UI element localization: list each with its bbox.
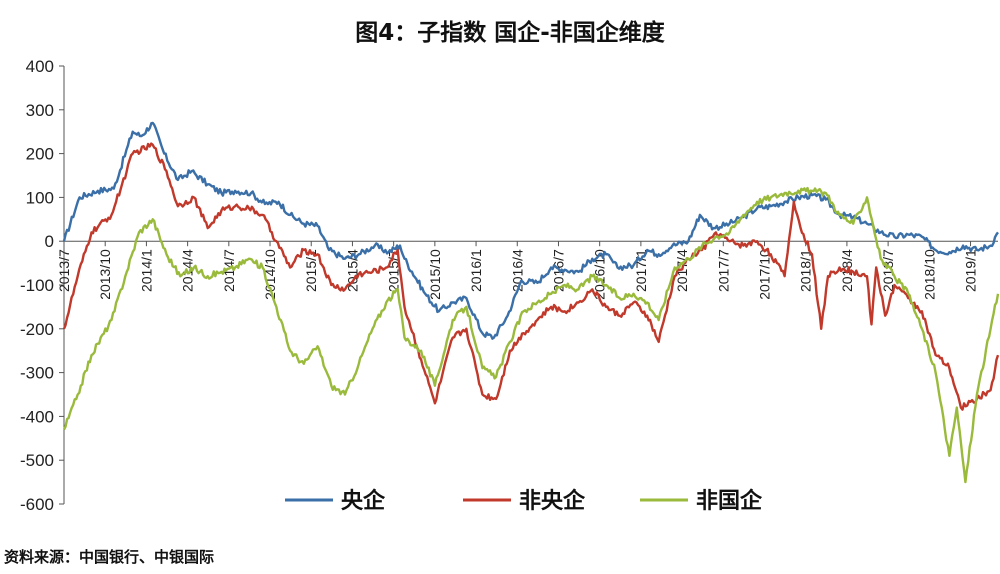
x-tick-label: 2013/10 [97, 249, 113, 300]
y-tick-label: 300 [26, 101, 54, 120]
x-axis: 2013/7 2013/10 2014/1 2014/4 2014/7 2014/10 20… [56, 240, 998, 300]
y-tick-label: -300 [20, 364, 54, 383]
x-tick-label: 2016/4 [509, 249, 525, 292]
y-tick-label: -100 [20, 276, 54, 295]
y-tick-label: 100 [26, 188, 54, 207]
y-tick-label: -200 [20, 320, 54, 339]
y-tick-label: 0 [45, 232, 54, 251]
series-layer [62, 121, 1000, 484]
y-tick-label: 400 [26, 57, 54, 76]
legend: 央企 非央企 非国企 [285, 488, 763, 514]
x-tick-label: 2017/10 [757, 249, 773, 300]
source-note: 资料来源：中国银行、中银国际 [4, 548, 214, 566]
y-tick-label: 200 [26, 145, 54, 164]
chart-title: 图4：子指数 国企-非国企维度 [355, 19, 666, 46]
x-tick-label: 2018/10 [921, 249, 937, 300]
x-tick-label: 2015/10 [427, 249, 443, 300]
x-tick-label: 2017/1 [633, 249, 649, 292]
legend-label: 非国企 [696, 488, 763, 514]
x-tick-label: 2016/1 [468, 249, 484, 292]
x-tick-label: 2015/1 [303, 249, 319, 292]
x-tick-label: 2016/10 [592, 249, 608, 300]
y-tick-label: -600 [20, 495, 54, 514]
legend-label: 央企 [341, 488, 386, 514]
y-tick-label: -400 [20, 407, 54, 426]
x-tick-label: 2017/7 [715, 249, 731, 292]
x-tick-label: 2014/7 [221, 249, 237, 292]
series-line-2 [62, 142, 1000, 411]
y-tick-label: -500 [20, 451, 54, 470]
x-tick-label: 2014/1 [138, 249, 154, 292]
x-tick-label: 2018/1 [798, 249, 814, 292]
y-axis: 400 300 200 100 0 -100 -200 -300 -400 -500 -600 [20, 57, 65, 514]
x-tick-label: 2015/4 [344, 249, 360, 292]
x-tick-label: 2014/10 [262, 249, 278, 300]
x-tick-label: 2018/7 [880, 249, 896, 292]
legend-label: 非央企 [519, 488, 586, 514]
series-line-3 [62, 186, 1000, 484]
x-tick-label: 2013/7 [56, 249, 72, 292]
x-tick-label: 2019/1 [963, 249, 979, 292]
